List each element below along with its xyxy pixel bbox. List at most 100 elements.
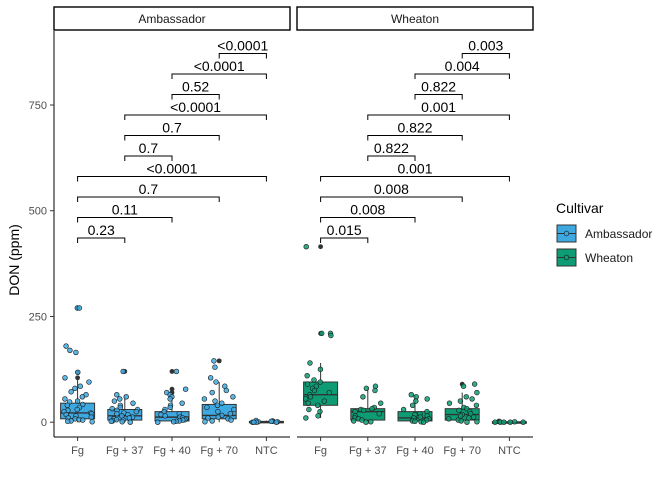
p-value-label: 0.7 xyxy=(139,181,159,197)
comparison-brackets: 0.230.110.7<0.00010.70.7<0.00010.52<0.00… xyxy=(77,38,269,243)
data-point xyxy=(307,360,313,366)
data-point xyxy=(420,419,427,425)
data-point xyxy=(73,349,79,356)
bracket-line xyxy=(320,217,416,223)
data-point xyxy=(307,394,314,400)
comparison-bracket: <0.0001 xyxy=(171,58,267,79)
data-point xyxy=(400,406,407,413)
comparison-bracket: 0.23 xyxy=(77,222,126,243)
data-point xyxy=(117,404,124,411)
bracket-line xyxy=(218,53,267,59)
data-point xyxy=(86,379,92,385)
p-value-label: 0.015 xyxy=(327,222,362,238)
data-point xyxy=(67,347,73,354)
data-point xyxy=(167,396,173,402)
legend-title: Cultivar xyxy=(556,200,604,216)
bracket-line xyxy=(124,114,267,120)
data-point xyxy=(88,414,94,420)
p-value-label: 0.7 xyxy=(139,140,159,156)
p-value-label: <0.0001 xyxy=(147,161,198,177)
data-point xyxy=(360,394,366,400)
p-value-label: 0.822 xyxy=(374,140,409,156)
bracket-line xyxy=(367,114,510,120)
comparison-bracket: 0.7 xyxy=(124,140,173,161)
bracket-line xyxy=(414,94,463,100)
data-point xyxy=(457,413,464,419)
data-point xyxy=(212,364,218,370)
data-point xyxy=(372,387,378,394)
data-point xyxy=(446,400,453,406)
strip-header xyxy=(53,6,291,31)
data-point xyxy=(80,401,86,408)
comparison-bracket: 0.7 xyxy=(77,181,220,202)
comparison-bracket: 0.52 xyxy=(171,79,220,100)
data-point xyxy=(114,392,120,398)
data-point xyxy=(311,377,317,383)
outlier-point xyxy=(216,358,222,364)
data-point xyxy=(119,419,125,425)
legend-label: Wheaton xyxy=(585,251,633,265)
p-value-label: 0.008 xyxy=(374,181,409,197)
data-point xyxy=(179,400,185,406)
data-point xyxy=(75,369,81,375)
data-point xyxy=(363,419,369,425)
data-point xyxy=(167,404,173,411)
outlier-point xyxy=(169,369,175,374)
data-point xyxy=(474,419,480,425)
x-tick-label: NTC xyxy=(255,445,278,457)
data-point xyxy=(205,415,211,421)
comparison-bracket: 0.004 xyxy=(414,58,510,79)
data-point xyxy=(62,375,68,381)
data-point xyxy=(492,419,498,425)
data-point xyxy=(311,387,318,394)
data-point xyxy=(463,394,469,400)
comparison-bracket: 0.7 xyxy=(124,120,220,141)
bracket-line xyxy=(367,135,463,141)
data-point xyxy=(409,402,416,408)
data-point xyxy=(79,394,86,400)
strip-header xyxy=(296,6,534,31)
comparison-bracket: 0.822 xyxy=(414,79,463,100)
data-point xyxy=(74,398,81,404)
data-point xyxy=(76,305,83,311)
p-value-label: 0.001 xyxy=(397,161,432,177)
data-point xyxy=(213,379,219,385)
bracket-line xyxy=(320,176,510,182)
data-point xyxy=(162,413,168,419)
data-point xyxy=(173,368,180,375)
legend-swatch-point xyxy=(563,254,570,261)
comparison-bracket: 0.822 xyxy=(367,140,416,161)
data-point xyxy=(212,398,218,404)
comparison-bracket: 0.003 xyxy=(461,38,510,59)
data-point xyxy=(369,405,375,412)
data-point xyxy=(215,414,221,420)
panel-ambassador: Ambassador Fg Fg + 37 Fg + 40 Fg + 70 NTC 0.23… xyxy=(53,6,291,457)
data-point xyxy=(72,385,78,392)
bracket-line xyxy=(414,73,510,79)
legend-swatch-point xyxy=(563,230,570,237)
x-tick-label: Fg + 70 xyxy=(443,445,481,457)
data-point xyxy=(460,383,467,389)
data-point xyxy=(412,418,418,425)
data-point xyxy=(65,418,71,425)
data-point xyxy=(474,389,480,396)
data-point xyxy=(306,406,312,413)
bracket-line xyxy=(171,94,220,100)
bracket-line xyxy=(124,135,220,141)
y-axis-label: DON (ppm) xyxy=(6,224,22,296)
legend-item: Wheaton xyxy=(556,248,633,267)
data-point xyxy=(302,396,309,402)
data-point xyxy=(363,385,370,392)
data-point xyxy=(315,413,321,419)
data-point xyxy=(417,414,424,420)
p-value-label: 0.004 xyxy=(445,58,480,74)
data-point xyxy=(170,419,177,425)
x-tick-label: NTC xyxy=(498,445,521,457)
bracket-line xyxy=(77,237,126,243)
data-point xyxy=(230,394,236,400)
bracket-line xyxy=(124,155,173,161)
data-point xyxy=(64,402,71,408)
box-body xyxy=(350,408,386,421)
data-point xyxy=(458,418,464,424)
